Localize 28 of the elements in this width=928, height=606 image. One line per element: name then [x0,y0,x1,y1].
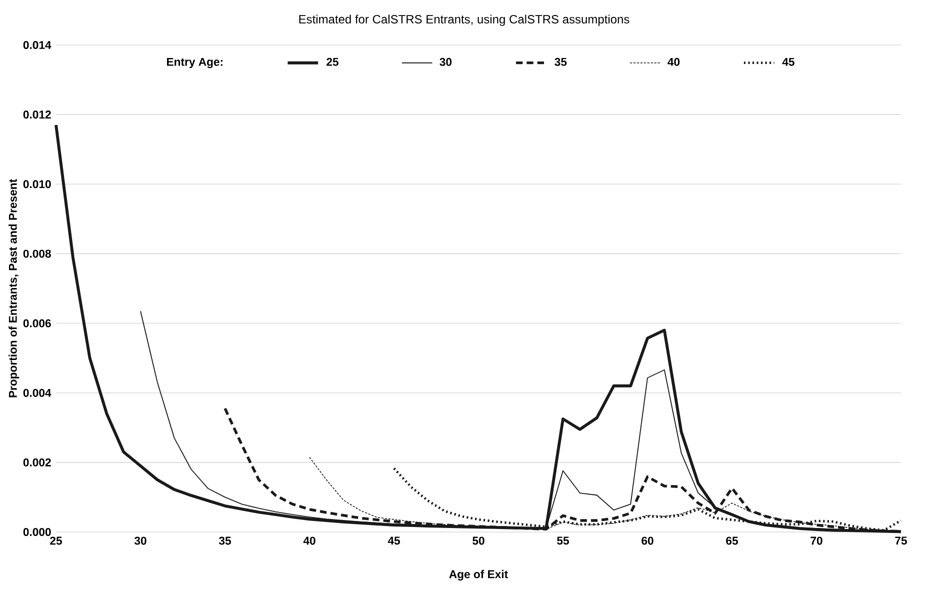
y-tick-label: 0.006 [23,319,51,328]
y-tick-label: 0.008 [23,250,51,258]
chart-title: Estimated for CalSTRS Entrants, using CalSTRS assumptions [299,14,630,26]
legend-label: 45 [782,58,794,66]
x-tick-label: 70 [810,536,822,545]
legend-label: 25 [326,58,338,66]
x-tick-label: 65 [726,536,738,545]
x-axis-title: Age of Exit [449,570,508,581]
x-tick-label: 45 [388,536,400,545]
x-tick-label: 50 [472,536,484,545]
y-tick-label: 0.010 [23,180,51,188]
x-tick-label: 40 [303,536,316,545]
x-tick-label: 75 [895,536,907,545]
legend-label: 30 [440,58,452,66]
x-tick-label: 25 [50,536,62,545]
y-tick-label: 0.002 [23,458,51,466]
y-tick-label: 0.004 [23,388,52,397]
legend-title: Entry Age: [167,58,222,68]
y-tick-label: 0.012 [23,110,51,119]
x-tick-label: 55 [557,536,569,545]
legend-label: 40 [668,58,680,66]
x-tick-label: 30 [134,536,146,545]
y-tick-label: 0.000 [23,528,51,536]
y-axis-title: Proportion of Entrants, Past and Present [8,179,20,398]
legend-label: 35 [554,58,567,66]
x-tick-label: 60 [642,536,654,545]
x-tick-label: 35 [218,536,231,545]
y-tick-label: 0.014 [23,40,52,49]
